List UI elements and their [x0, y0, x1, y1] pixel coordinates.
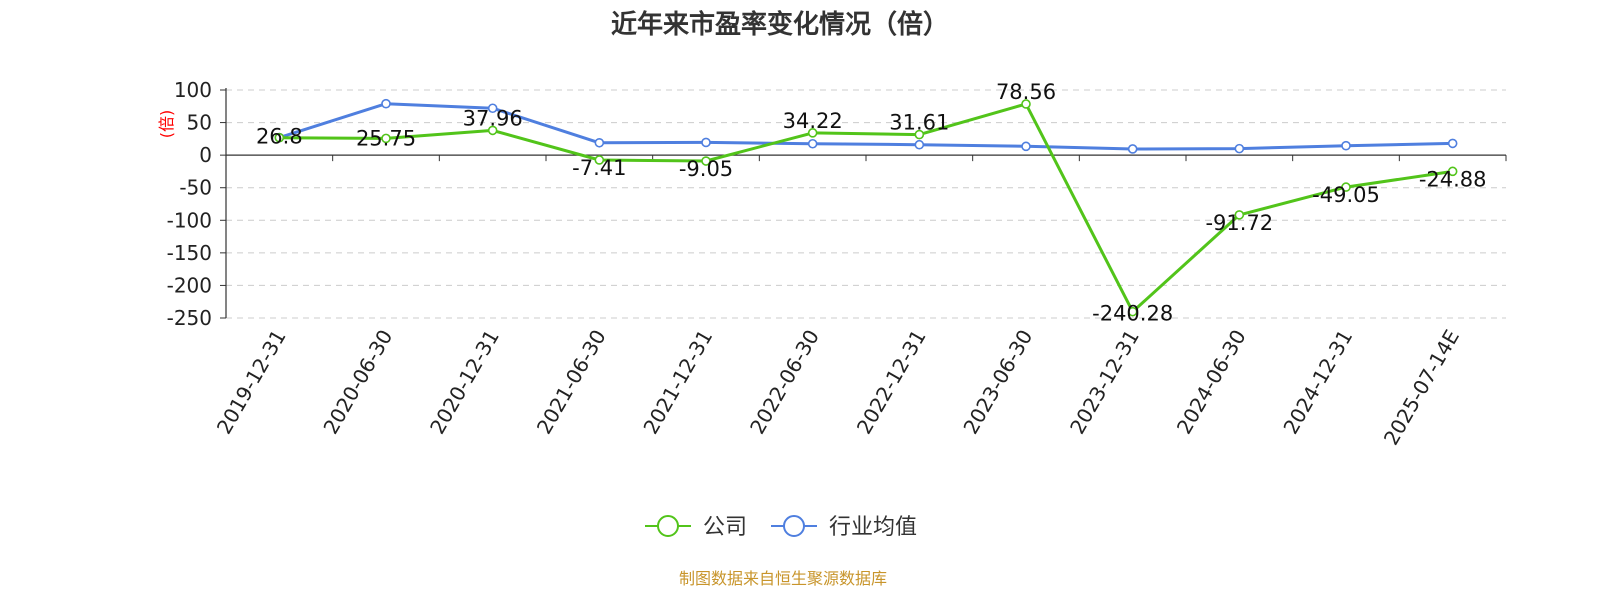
- chart-title: 近年来市盈率变化情况（倍）: [611, 9, 949, 40]
- data-point: [1021, 141, 1031, 152]
- y-tick-label: 100: [174, 78, 212, 102]
- y-axis-ticks: 100 50 0 -50 -100 -150 -200 -250: [167, 78, 226, 330]
- x-tick-label: 2021-06-30: [532, 326, 611, 439]
- data-point: [701, 137, 711, 148]
- data-label: 34.22: [783, 109, 843, 133]
- x-tick-label: 2024-12-31: [1278, 326, 1357, 439]
- legend-marker: [657, 515, 679, 537]
- series-line-industry-average: [278, 102, 1453, 151]
- y-tick-label: -200: [167, 273, 212, 297]
- data-label: -91.72: [1205, 211, 1273, 235]
- data-label: 78.56: [996, 80, 1056, 104]
- x-tick-label: 2025-07-14E: [1379, 326, 1464, 450]
- x-tick-label: 2024-06-30: [1172, 326, 1251, 439]
- series-line-company: [279, 102, 1453, 314]
- x-tick-label: 2022-12-31: [852, 325, 931, 438]
- source-note: 制图数据来自恒生聚源数据库: [679, 569, 887, 588]
- y-tick-label: -100: [167, 208, 212, 232]
- data-point: [594, 155, 605, 165]
- data-point: [807, 128, 818, 138]
- legend: 公司 行业均值: [645, 515, 917, 540]
- grid-lines: [226, 89, 1506, 319]
- data-label: -24.88: [1419, 167, 1487, 191]
- data-point: [1234, 143, 1245, 154]
- x-tick-label: 2023-06-30: [958, 326, 1037, 439]
- data-label: -240.28: [1092, 302, 1173, 326]
- data-point: [1127, 144, 1138, 154]
- data-point: [1127, 306, 1138, 317]
- x-tick-label: 2023-12-31: [1065, 326, 1144, 439]
- data-point: [487, 103, 498, 114]
- data-point: [701, 156, 711, 166]
- data-point: [594, 137, 605, 148]
- data-point: [1341, 182, 1351, 192]
- data-labels: 26.8 25.75 37.96 -7.41 -9.05 34.22 31.61 78.56 -…: [256, 80, 1487, 326]
- x-tick-label: 2022-06-30: [745, 326, 824, 439]
- x-tick-label: 2021-12-31: [638, 326, 717, 439]
- y-axis-unit-label: (倍): [157, 110, 176, 139]
- y-tick-label: 0: [199, 143, 212, 167]
- x-tick-label: 2020-12-31: [425, 325, 504, 438]
- data-point: [914, 129, 925, 140]
- data-label: -7.41: [572, 156, 626, 180]
- legend-label: 公司: [703, 515, 747, 540]
- series-group: [274, 98, 1458, 317]
- x-tick-label: 2020-06-30: [318, 326, 397, 439]
- y-tick-label: -150: [167, 241, 212, 265]
- legend-marker: [783, 515, 805, 537]
- data-point: [487, 125, 498, 136]
- data-point: [1447, 138, 1458, 149]
- data-label: 31.61: [889, 111, 949, 135]
- data-label: -49.05: [1312, 183, 1380, 207]
- data-point: [1234, 210, 1245, 220]
- data-point: [914, 139, 925, 150]
- x-tick-label: 2019-12-31: [212, 326, 291, 439]
- data-point: [1341, 140, 1351, 151]
- data-point: [381, 98, 391, 109]
- data-point: [274, 132, 285, 143]
- data-label: 26.8: [256, 125, 303, 149]
- data-point: [807, 138, 818, 149]
- y-tick-label: 50: [187, 111, 212, 135]
- y-tick-label: -250: [167, 306, 212, 330]
- data-label: 37.96: [463, 106, 523, 130]
- y-tick-label: -50: [179, 176, 212, 200]
- data-point: [1021, 99, 1031, 109]
- data-label: -9.05: [679, 157, 733, 181]
- legend-label: 行业均值: [829, 515, 917, 540]
- data-point: [1447, 166, 1458, 177]
- data-point: [381, 133, 391, 144]
- data-label: 25.75: [356, 126, 416, 150]
